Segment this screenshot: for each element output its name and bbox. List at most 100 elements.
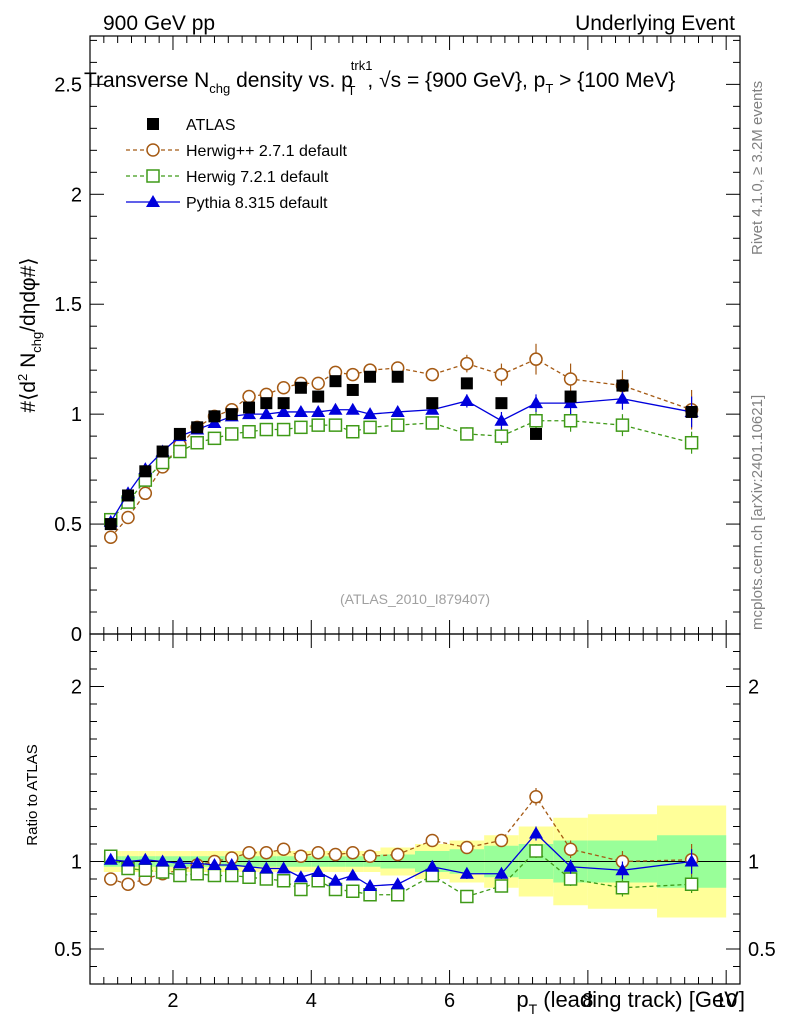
ratio-point-pythia-8-315-default (293, 870, 308, 883)
main-y-tick-label: 1 (71, 404, 82, 426)
ratio-point-pythia-8-315-default (138, 852, 153, 865)
main-series-atlas (104, 370, 698, 531)
main-line-herwig-7-2-1-default (110, 420, 692, 521)
ratio-point-herwig-7-2-1-default (294, 882, 308, 897)
mcplots-label: mcplots.cern.ch [arXiv:2401.10621] (749, 395, 766, 630)
main-point-atlas (530, 427, 543, 440)
main-point-pythia-8-315-default (363, 407, 378, 420)
main-y-tick-label: 2.5 (54, 74, 82, 96)
ratio-point-pythia-8-315-default (155, 854, 170, 867)
ratio-point-pythia-8-315-default (172, 856, 187, 869)
main-line-pythia-8-315-default (110, 398, 692, 523)
main-point-pythia-8-315-default (345, 402, 360, 415)
ratio-point-herwig-2-7-1-default (494, 833, 509, 848)
ratio-point-pythia-8-315-default (103, 852, 118, 865)
ratio-point-pythia-8-315-default (390, 877, 405, 890)
x-tick-label: 4 (306, 990, 317, 1012)
main-point-atlas (616, 379, 629, 392)
main-series-pythia-8-315-default (103, 387, 699, 527)
header-right: Underlying Event (575, 12, 735, 35)
main-point-herwig-7-2-1-default (207, 431, 222, 446)
main-point-atlas (191, 421, 204, 434)
ratio-point-herwig-2-7-1-default (294, 849, 308, 863)
main-point-atlas (104, 518, 117, 531)
ratio-series-pythia-8-315-default (103, 826, 699, 891)
main-point-atlas (277, 397, 290, 410)
ratio-point-pythia-8-315-default (425, 859, 440, 872)
main-point-pythia-8-315-default (529, 396, 544, 409)
x-tick-label: 10 (715, 990, 737, 1012)
legend-entry-herwig-7-2-1-default: Herwig 7.2.1 default (126, 169, 329, 186)
ratio-point-herwig-2-7-1-default (259, 846, 274, 860)
main-point-atlas (685, 405, 698, 418)
main-point-herwig-7-2-1-default (529, 413, 543, 428)
ratio-point-herwig-7-2-1-default (563, 872, 578, 886)
rivet-label: Rivet 4.1.0, ≥ 3.2M events (749, 81, 766, 255)
legend-label: Pythia 8.315 default (186, 195, 328, 212)
ratio-point-herwig-7-2-1-default (390, 888, 405, 902)
ratio-y-tick-label-right: 2 (748, 677, 759, 699)
main-point-herwig-7-2-1-default (615, 418, 630, 432)
ratio-point-pythia-8-315-default (224, 858, 239, 870)
ratio-point-herwig-2-7-1-default (363, 849, 377, 863)
ratio-point-herwig-7-2-1-default (155, 865, 170, 879)
ratio-point-herwig-2-7-1-default (460, 840, 474, 855)
main-point-pythia-8-315-default (276, 404, 291, 417)
main-point-herwig-7-2-1-default (155, 455, 170, 470)
main-point-herwig-7-2-1-default (346, 424, 360, 439)
main-point-atlas (391, 370, 404, 383)
main-point-herwig-7-2-1-default (328, 418, 343, 432)
main-point-herwig-2-7-1-default (529, 352, 543, 366)
x-axis-label: pT (leading track) [GeV] (516, 987, 745, 1017)
main-point-atlas (243, 401, 256, 414)
ratio-point-herwig-7-2-1-default (615, 881, 630, 895)
ratio-point-pythia-8-315-default (311, 865, 326, 877)
main-point-herwig-2-7-1-default (138, 486, 153, 501)
main-point-herwig-7-2-1-default (225, 427, 239, 441)
legend-marker (147, 118, 159, 130)
analysis-watermark: (ATLAS_2010_I879407) (340, 591, 490, 607)
header-left: 900 GeV pp (103, 12, 215, 35)
main-point-atlas (460, 377, 473, 390)
ratio-y-tick-label: 2 (71, 677, 82, 699)
main-point-pythia-8-315-default (390, 404, 405, 417)
ratio-point-herwig-7-2-1-default (207, 868, 222, 883)
main-point-atlas (173, 427, 186, 440)
ratio-point-herwig-7-2-1-default (225, 868, 239, 883)
main-point-atlas (122, 489, 135, 502)
main-point-pythia-8-315-default (494, 413, 509, 426)
main-point-herwig-2-7-1-default (311, 376, 325, 391)
ratio-point-pythia-8-315-default (345, 868, 360, 881)
legend-marker (146, 195, 160, 207)
main-point-herwig-7-2-1-default (311, 418, 325, 432)
main-point-atlas (495, 397, 508, 410)
main-point-herwig-7-2-1-default (276, 422, 291, 437)
main-point-herwig-7-2-1-default (390, 418, 405, 432)
main-y-tick-label: 1.5 (54, 294, 82, 316)
legend-entry-pythia-8-315-default: Pythia 8.315 default (126, 195, 328, 212)
main-ylabel: #⟨d2 Nchg/dηdφ#⟩ (15, 257, 44, 412)
ratio-point-herwig-2-7-1-default (311, 846, 325, 860)
ratio-point-pythia-8-315-default (563, 859, 578, 872)
legend-label: Herwig 7.2.1 default (186, 169, 329, 186)
ratio-point-herwig-7-2-1-default (684, 877, 699, 891)
main-y-tick-label: 0.5 (54, 514, 82, 536)
main-point-herwig-7-2-1-default (363, 420, 377, 435)
main-point-herwig-2-7-1-default (242, 389, 256, 404)
main-point-pythia-8-315-default (328, 402, 343, 415)
ratio-point-herwig-7-2-1-default (259, 872, 274, 886)
x-tick-label: 6 (444, 990, 455, 1012)
main-point-herwig-7-2-1-default (460, 427, 474, 441)
main-point-herwig-7-2-1-default (242, 424, 256, 439)
ratio-point-herwig-2-7-1-default (425, 833, 440, 848)
main-point-atlas (208, 410, 221, 423)
main-point-atlas (564, 390, 577, 403)
ratio-series-layer (103, 788, 699, 904)
main-series-layer (103, 343, 699, 545)
ratio-point-herwig-7-2-1-default (173, 868, 187, 883)
main-point-herwig-2-7-1-default (103, 530, 118, 545)
main-point-herwig-7-2-1-default (563, 413, 578, 428)
x-tick-label: 8 (582, 990, 593, 1012)
main-point-pythia-8-315-default (259, 407, 274, 420)
